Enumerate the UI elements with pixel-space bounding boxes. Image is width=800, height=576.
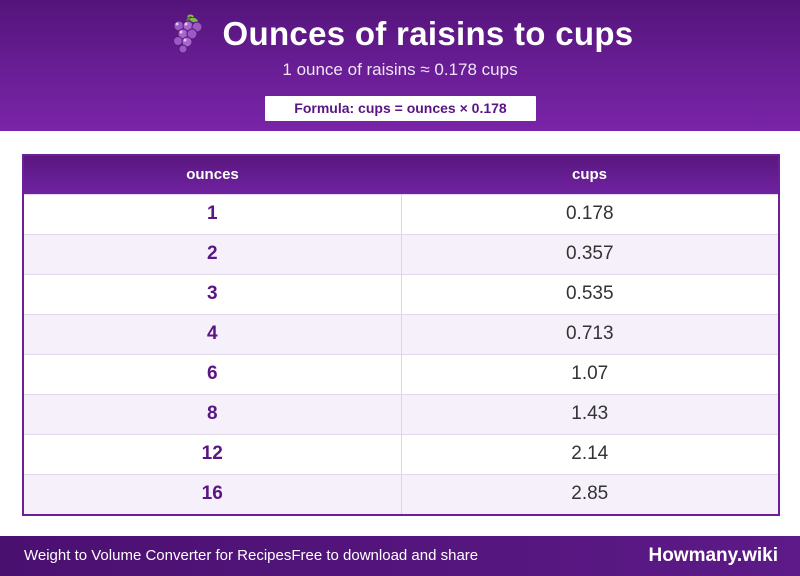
ounces-cell: 4 <box>24 313 402 354</box>
ounces-cell: 1 <box>24 193 402 234</box>
grapes-icon <box>167 14 207 54</box>
column-header-cups: cups <box>571 166 607 184</box>
column-header-ounces: ounces <box>186 166 239 184</box>
table-header-row: ounces cups <box>24 156 778 194</box>
cups-cell: 0.357 <box>401 233 778 274</box>
table-row: 4 0.713 <box>24 313 778 354</box>
footer-tagline: Weight to Volume Converter for RecipesFr… <box>24 547 479 564</box>
ounces-cell: 2 <box>24 233 402 274</box>
cups-cell: 0.713 <box>401 313 778 354</box>
page-title: Ounces of raisins to cups <box>222 15 634 52</box>
cups-cell: 0.535 <box>401 273 778 314</box>
table-row: 1 0.178 <box>24 193 778 234</box>
page-subtitle: 1 ounce of raisins ≈ 0.178 cups <box>282 60 518 79</box>
conversion-table: ounces cups 1 0.178 2 0.357 3 0.535 <box>24 156 778 514</box>
table-row: 2 0.357 <box>24 233 778 274</box>
cups-cell: 1.07 <box>401 353 778 394</box>
ounces-cell: 8 <box>24 393 402 434</box>
cups-cell: 0.178 <box>401 193 778 234</box>
title-row: Ounces of raisins to cups <box>0 12 800 56</box>
cups-cell: 2.85 <box>401 473 778 514</box>
cups-cell: 2.14 <box>401 433 778 474</box>
table-row: 8 1.43 <box>24 393 778 434</box>
table-row: 6 1.07 <box>24 353 778 394</box>
table-row: 16 2.85 <box>24 473 778 514</box>
table-row: 3 0.535 <box>24 273 778 314</box>
footer-brand-link[interactable]: Howmany.wiki <box>648 545 778 566</box>
footer-bar: Weight to Volume Converter for RecipesFr… <box>0 536 800 576</box>
conversion-table-container: ounces cups 1 0.178 2 0.357 3 0.535 <box>22 154 780 516</box>
header-banner: Ounces of raisins to cups 1 ounce of rai… <box>0 0 800 131</box>
ounces-cell: 16 <box>24 473 402 514</box>
formula-badge: Formula: cups = ounces × 0.178 <box>265 96 536 121</box>
ounces-cell: 6 <box>24 353 402 394</box>
table-row: 12 2.14 <box>24 433 778 474</box>
ounces-cell: 12 <box>24 433 402 474</box>
cups-cell: 1.43 <box>401 393 778 434</box>
ounces-cell: 3 <box>24 273 402 314</box>
